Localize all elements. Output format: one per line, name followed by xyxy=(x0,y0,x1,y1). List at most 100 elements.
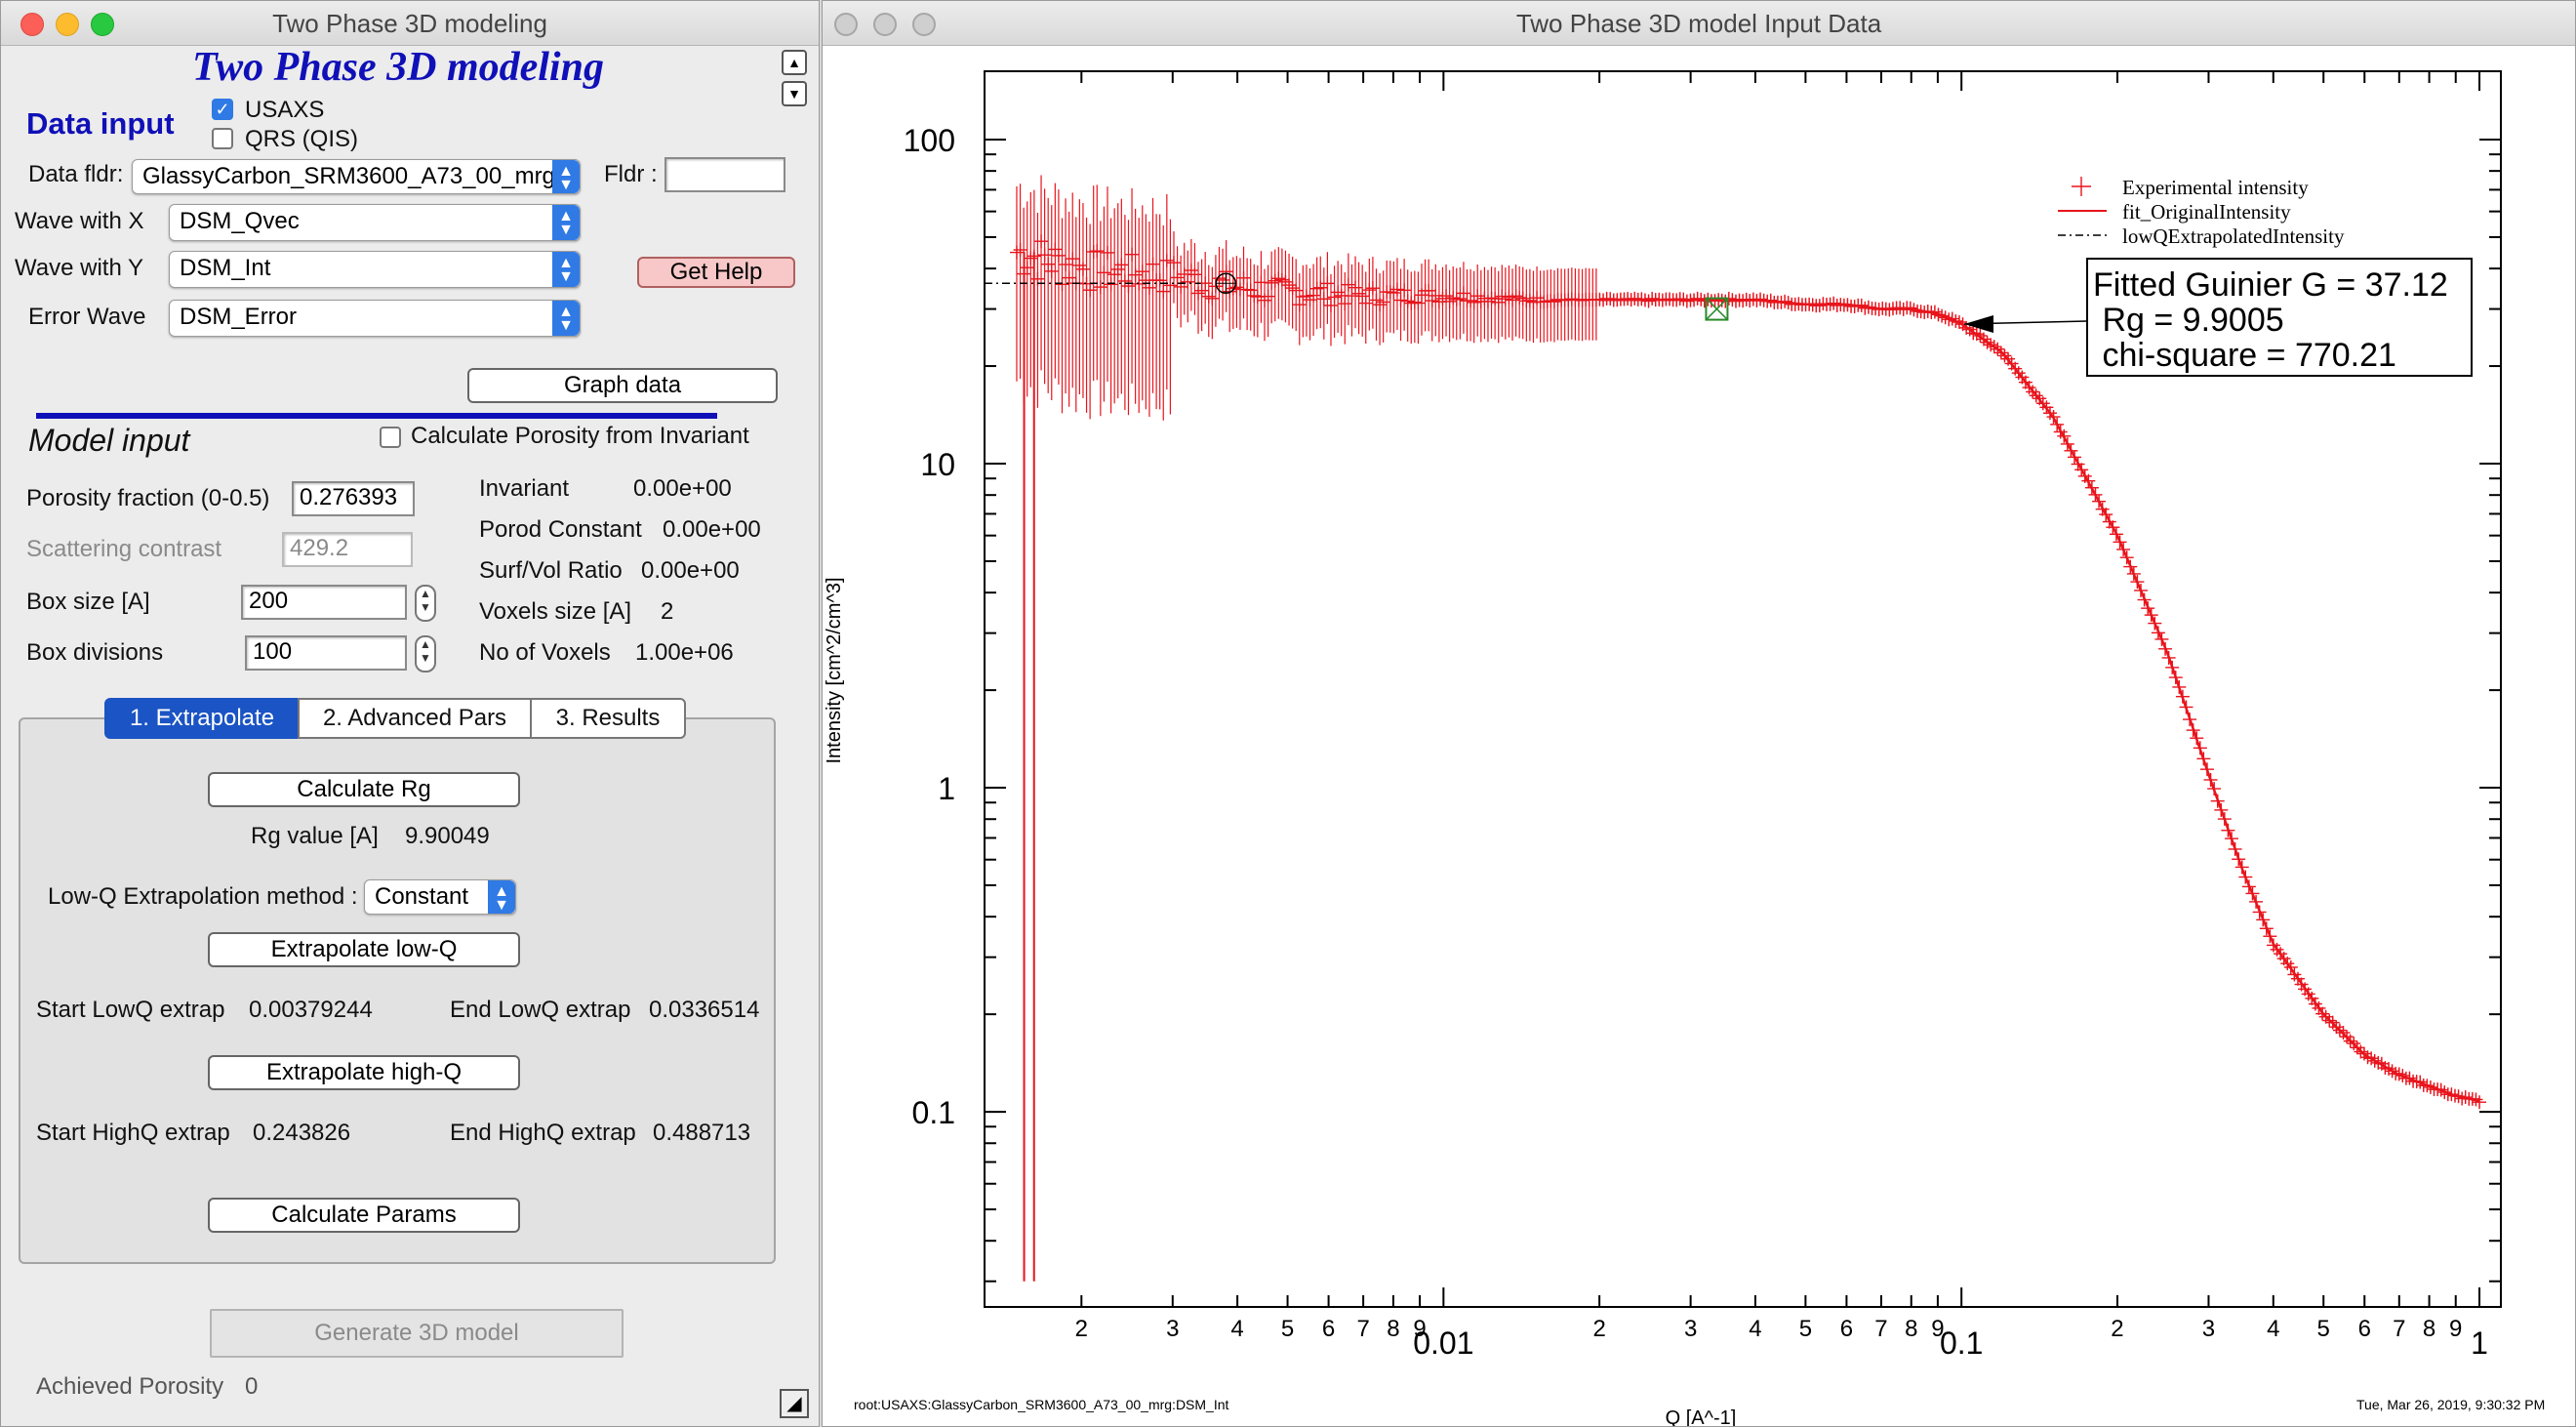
footer-data-path: root:USAXS:GlassyCarbon_SRM3600_A73_00_m… xyxy=(854,1397,1229,1412)
achieved-porosity-label: Achieved Porosity xyxy=(36,1373,224,1400)
x-minor-tick-label: 6 xyxy=(1322,1316,1335,1342)
log-log-intensity-plot: 2 3 4 5 6 7 8 90.01 2 3 4 5 6 7 8 90.1 2 3 4 5 6 7 8 9 11001010.… xyxy=(824,70,2502,1426)
cursor-b-marker xyxy=(1705,297,1729,321)
x-minor-tick-label: 7 xyxy=(1874,1316,1887,1342)
rg-value-label: Rg value [A] xyxy=(251,823,379,849)
get-help-button[interactable]: Get Help xyxy=(637,257,795,288)
close-window-icon[interactable] xyxy=(834,13,858,36)
x-minor-tick-label: 3 xyxy=(1684,1316,1697,1342)
voxel-size-value: 2 xyxy=(661,598,674,625)
box-size-label: Box size [A] xyxy=(26,589,150,615)
data-fldr-label: Data fldr: xyxy=(28,161,124,187)
porosity-label: Porosity fraction (0-0.5) xyxy=(26,485,270,511)
contrast-input[interactable]: 429.2 xyxy=(282,532,413,567)
start-lowq-label: Start LowQ extrap xyxy=(36,997,225,1023)
x-minor-tick-label: 8 xyxy=(2423,1316,2435,1342)
calculate-rg-button[interactable]: Calculate Rg xyxy=(208,772,520,807)
x-minor-tick-label: 2 xyxy=(1592,1316,1605,1342)
guinier-annotation-text: Fitted Guinier G = 37.12 xyxy=(2093,266,2448,304)
rg-value: 9.90049 xyxy=(405,823,490,849)
x-major-tick-label: 1 xyxy=(2471,1325,2488,1361)
x-minor-tick-label: 6 xyxy=(1840,1316,1853,1342)
usaxs-label: USAXS xyxy=(245,97,325,123)
usaxs-checkbox[interactable]: ✓ xyxy=(212,99,233,120)
scroll-up-button[interactable]: ▲ xyxy=(782,50,807,75)
box-div-label: Box divisions xyxy=(26,639,164,666)
chevron-updown-icon: ▲ ▼ xyxy=(552,160,580,193)
input-data-graph-window: Two Phase 3D model Input Data 2 3 4 5 6 7 8 9 0.… xyxy=(822,0,2576,1427)
y-major-tick-label: 0.1 xyxy=(912,1095,955,1130)
data-fldr-value: GlassyCarbon_SRM3600_A73_00_mrg xyxy=(142,163,555,189)
zoom-window-icon[interactable] xyxy=(91,13,114,36)
left-window-titlebar: Two Phase 3D modeling xyxy=(1,1,819,46)
chevron-updown-icon: ▲ ▼ xyxy=(552,205,580,240)
scroll-down-button[interactable]: ▼ xyxy=(782,81,807,106)
y-major-tick-label: 10 xyxy=(920,447,955,482)
tab-panel xyxy=(19,717,776,1264)
end-lowq-value: 0.0336514 xyxy=(649,997,760,1023)
surfvol-label: Surf/Vol Ratio xyxy=(479,557,623,584)
wave-x-select[interactable]: DSM_Qvec ▲ ▼ xyxy=(169,204,581,241)
guinier-annotation-box xyxy=(2086,258,2473,377)
tab-results[interactable]: 3. Results xyxy=(530,698,686,739)
start-lowq-value: 0.00379244 xyxy=(249,997,373,1023)
chevron-updown-icon: ▲ ▼ xyxy=(552,252,580,287)
minimize-window-icon[interactable] xyxy=(56,13,79,36)
zoom-window-icon[interactable] xyxy=(912,13,936,36)
wave-y-select[interactable]: DSM_Int ▲ ▼ xyxy=(169,251,581,288)
graph-data-button[interactable]: Graph data xyxy=(467,368,778,403)
qrs-checkbox[interactable] xyxy=(212,128,233,149)
x-minor-tick-label: 8 xyxy=(1387,1316,1399,1342)
two-phase-modeling-panel: Two Phase 3D modeling Two Phase 3D model… xyxy=(0,0,820,1427)
section-divider xyxy=(36,413,717,419)
x-minor-tick-label: 3 xyxy=(1166,1316,1179,1342)
x-minor-tick-label: 5 xyxy=(2317,1316,2330,1342)
chevron-updown-icon: ▲ ▼ xyxy=(488,880,515,914)
box-div-stepper[interactable]: ▲ ▼ xyxy=(415,635,436,673)
x-major-tick-label: 0.01 xyxy=(1413,1325,1473,1361)
data-fldr-select[interactable]: GlassyCarbon_SRM3600_A73_00_mrg ▲ ▼ xyxy=(132,159,581,194)
invariant-value: 0.00e+00 xyxy=(633,475,732,502)
minimize-window-icon[interactable] xyxy=(873,13,897,36)
calculate-params-button[interactable]: Calculate Params xyxy=(208,1198,520,1233)
tab-extrapolate[interactable]: 1. Extrapolate xyxy=(104,698,300,739)
no-voxels-value: 1.00e+06 xyxy=(635,639,734,666)
voxel-size-label: Voxels size [A] xyxy=(479,598,632,625)
qrs-label: QRS (QIS) xyxy=(245,126,359,152)
calc-porosity-checkbox[interactable] xyxy=(380,427,401,448)
box-size-input[interactable]: 200 xyxy=(241,585,407,620)
extrapolate-lowq-button[interactable]: Extrapolate low-Q xyxy=(208,932,520,967)
tab-advanced-pars[interactable]: 2. Advanced Pars xyxy=(298,698,532,739)
box-size-stepper[interactable]: ▲ ▼ xyxy=(415,585,436,622)
guinier-annotation-text: Rg = 9.9005 xyxy=(2093,302,2284,339)
box-div-input[interactable]: 100 xyxy=(245,635,407,671)
error-wave-value: DSM_Error xyxy=(180,304,298,330)
invariant-label: Invariant xyxy=(479,475,570,502)
extrapolate-highq-button[interactable]: Extrapolate high-Q xyxy=(208,1055,520,1090)
lowq-method-select[interactable]: Constant ▲ ▼ xyxy=(364,879,516,915)
lowq-method-label: Low-Q Extrapolation method : xyxy=(48,883,358,910)
resize-grip-icon[interactable]: ◢ xyxy=(780,1389,809,1418)
wave-y-value: DSM_Int xyxy=(180,255,271,281)
panel-title: Two Phase 3D modeling xyxy=(192,45,604,90)
contrast-label: Scattering contrast xyxy=(26,536,222,562)
wave-y-label: Wave with Y xyxy=(15,255,144,281)
porod-value: 0.00e+00 xyxy=(663,516,761,543)
close-window-icon[interactable] xyxy=(20,13,44,36)
porosity-input[interactable]: 0.276393 xyxy=(292,481,415,516)
surfvol-value: 0.00e+00 xyxy=(641,557,740,584)
end-lowq-label: End LowQ extrap xyxy=(450,997,631,1023)
fldr-input[interactable] xyxy=(664,157,785,192)
error-wave-label: Error Wave xyxy=(28,304,146,330)
generate-3d-model-button[interactable]: Generate 3D model xyxy=(210,1309,624,1358)
start-highq-value: 0.243826 xyxy=(253,1120,351,1146)
right-window-title: Two Phase 3D model Input Data xyxy=(1515,9,1882,38)
x-minor-tick-label: 4 xyxy=(1230,1316,1243,1342)
lowq-method-value: Constant xyxy=(375,883,469,910)
footer-timestamp: Tue, Mar 26, 2019, 9:30:32 PM xyxy=(2356,1397,2546,1412)
error-wave-select[interactable]: DSM_Error ▲ ▼ xyxy=(169,300,581,337)
x-minor-tick-label: 7 xyxy=(2393,1316,2405,1342)
x-axis-label: Q [A^-1] xyxy=(1666,1407,1737,1426)
data-input-heading: Data input xyxy=(26,106,175,141)
fit-original-intensity-line xyxy=(1599,299,2480,1103)
